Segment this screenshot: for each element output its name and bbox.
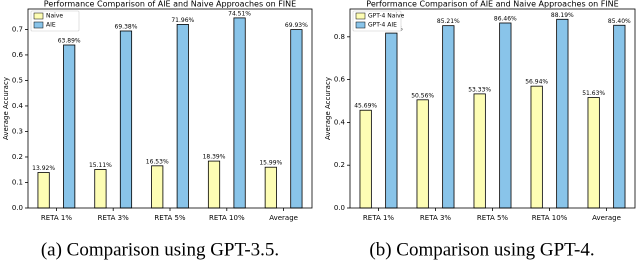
value-label: 13.92% xyxy=(32,165,55,172)
y-tick-label: 0.2 xyxy=(334,161,345,169)
value-label: 86.46% xyxy=(494,15,517,22)
bar xyxy=(442,25,455,209)
value-label: 69.38% xyxy=(115,23,138,30)
legend-swatch xyxy=(33,12,44,20)
bar xyxy=(176,24,189,209)
legend-swatch xyxy=(355,21,366,29)
bar xyxy=(119,30,133,209)
y-tick-label: 0.5 xyxy=(12,76,23,84)
value-label: 53.33% xyxy=(468,86,491,93)
bar xyxy=(264,166,277,209)
value-label: 51.63% xyxy=(582,90,605,97)
bar xyxy=(290,29,303,209)
bar xyxy=(385,32,398,209)
value-label: 16.53% xyxy=(146,158,169,165)
legend-label: Naive xyxy=(46,13,63,20)
legend-swatch xyxy=(33,21,44,29)
y-tick-label: 0.4 xyxy=(334,118,346,126)
y-tick-label: 0.8 xyxy=(334,33,345,41)
y-tick-label: 0.1 xyxy=(12,178,23,186)
value-label: 45.69% xyxy=(354,103,377,110)
bar xyxy=(530,85,543,209)
x-tick-label: RETA 1% xyxy=(41,214,72,222)
value-label: 56.94% xyxy=(525,79,548,86)
value-label: 85.40% xyxy=(608,18,631,25)
value-label: 88.19% xyxy=(551,12,574,19)
caption: (b) Comparison using GPT-4. xyxy=(369,239,594,260)
bar xyxy=(556,18,569,209)
y-tick-label: 0.0 xyxy=(12,204,23,212)
bar xyxy=(473,93,486,209)
y-tick-label: 0.7 xyxy=(12,25,23,33)
plot-frame xyxy=(349,8,636,209)
y-axis-label: Average Accuracy xyxy=(2,77,10,140)
bar xyxy=(94,169,107,209)
y-tick-label: 0.4 xyxy=(12,102,24,110)
bar xyxy=(359,109,372,209)
x-tick-label: RETA 10% xyxy=(532,214,568,222)
bar xyxy=(151,165,164,209)
chart-title: Performance Comparison of AIE and Naive … xyxy=(44,0,296,9)
y-tick-label: 0.2 xyxy=(12,153,23,161)
bar xyxy=(233,17,246,209)
bar xyxy=(587,97,600,209)
bar xyxy=(63,44,76,209)
legend-label: AIE xyxy=(46,22,56,29)
x-tick-label: RETA 3% xyxy=(420,214,451,222)
legend-swatch xyxy=(355,12,366,20)
value-label: 74.51% xyxy=(228,10,251,17)
bar xyxy=(416,99,429,209)
legend-label: GPT-4 AIE xyxy=(368,22,397,29)
x-tick-label: Average xyxy=(592,214,621,222)
value-label: 15.11% xyxy=(89,162,112,169)
x-tick-label: Average xyxy=(269,214,298,222)
y-axis-label: Average Accuracy xyxy=(324,77,332,140)
x-tick-label: RETA 5% xyxy=(154,214,185,222)
y-tick-label: 0.3 xyxy=(12,127,23,135)
plot-frame xyxy=(27,8,313,209)
x-tick-label: RETA 10% xyxy=(209,214,245,222)
value-label: 63.89% xyxy=(58,37,81,44)
x-tick-label: RETA 3% xyxy=(98,214,129,222)
bar xyxy=(37,172,50,209)
bar xyxy=(613,24,626,209)
chart-title: Performance Comparison of AIE and Naive … xyxy=(366,0,618,9)
x-tick-label: RETA 5% xyxy=(477,214,508,222)
value-label: 71.96% xyxy=(171,17,194,24)
x-tick-label: RETA 1% xyxy=(363,214,394,222)
bar xyxy=(207,160,221,209)
value-label: 69.93% xyxy=(285,22,308,29)
value-label: 18.39% xyxy=(203,154,226,161)
caption: (a) Comparison using GPT-3.5. xyxy=(41,239,279,260)
y-tick-label: 0.6 xyxy=(12,51,24,59)
y-tick-label: 0.6 xyxy=(334,76,346,84)
value-label: 85.21% xyxy=(437,18,460,25)
value-label: 50.56% xyxy=(411,92,434,99)
legend-label: GPT-4 Naive xyxy=(368,13,405,20)
y-tick-label: 0.0 xyxy=(334,204,345,212)
bar xyxy=(499,22,512,209)
value-label: 15.99% xyxy=(259,160,282,167)
